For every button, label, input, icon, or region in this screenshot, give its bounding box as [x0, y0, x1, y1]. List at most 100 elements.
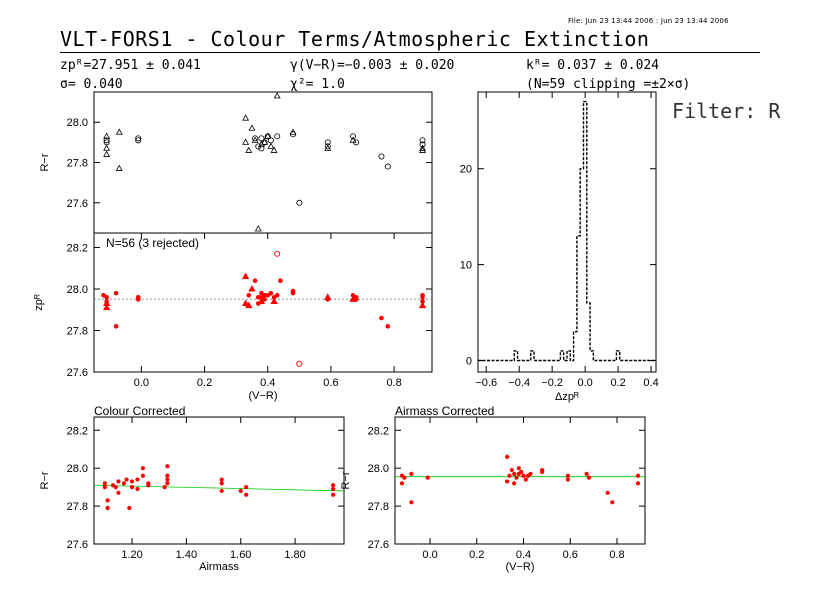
colour-corrected-point — [331, 492, 336, 497]
raw-circle-point — [353, 139, 360, 146]
zp-data-point — [278, 278, 283, 284]
airmass-corrected-point — [402, 475, 407, 480]
zp-triangle-point — [418, 301, 427, 309]
raw-circle-point — [252, 135, 259, 142]
colour-corrected-point — [219, 481, 224, 486]
x-tick-label: 0.4 — [643, 377, 658, 389]
airmass-corrected-point — [516, 466, 521, 471]
raw-triangle-point — [103, 150, 111, 157]
raw-circle-point — [103, 137, 110, 144]
raw-triangle-point — [270, 146, 278, 153]
y-tick-label: 27.8 — [368, 501, 389, 513]
raw-circle-point — [378, 153, 385, 160]
raw-triangle-point — [248, 124, 256, 131]
x-tick-label: −0.6 — [475, 377, 497, 389]
raw-circle-point — [258, 145, 265, 152]
zp-data-point — [262, 292, 267, 298]
raw-triangle-point — [273, 92, 281, 99]
x-tick-label: 0.6 — [323, 377, 338, 389]
y-tick-label: 27.8 — [67, 326, 88, 338]
y-tick-label: 28.2 — [67, 425, 88, 437]
colour-corrected-frame — [93, 416, 345, 545]
colour-corrected-point — [165, 473, 170, 478]
colour-corrected-point — [219, 477, 224, 482]
colour-corrected-point — [140, 466, 146, 471]
raw-triangle-point — [419, 144, 427, 151]
zp-data-point — [385, 324, 391, 329]
raw-triangle-point — [242, 114, 250, 121]
raw-triangle-point — [261, 138, 269, 145]
zp-panel-frame — [93, 232, 433, 373]
colour-corrected-xlabel: Airmass — [199, 561, 239, 573]
zp-data-point — [290, 290, 296, 296]
raw-triangle-point — [115, 128, 123, 135]
airmass-corrected-point — [514, 475, 519, 480]
airmass-corrected-label: Airmass Corrected — [395, 404, 495, 418]
airmass-corrected-point — [512, 471, 517, 476]
raw-circle-point — [255, 143, 262, 150]
colour-corrected-point — [238, 488, 243, 494]
airmass-corrected-point — [584, 471, 589, 476]
zp-triangle-point — [245, 301, 253, 309]
colour-corrected-point — [105, 498, 110, 503]
zp-data-point — [274, 292, 280, 298]
hist-xlabel: Δzpᴿ — [555, 391, 579, 403]
airmass-corrected-point — [509, 467, 514, 473]
x-tick-label: 1.80 — [284, 549, 305, 561]
colour-corrected-point — [331, 483, 336, 488]
colour-corrected-ylabel: R−r — [39, 471, 51, 489]
colour-corrected-label: Colour Corrected — [94, 404, 186, 418]
hist-panel-frame — [477, 91, 657, 373]
airmass-corrected-point — [521, 473, 526, 478]
colour-corrected-point — [121, 481, 126, 486]
zp-data-point — [113, 290, 119, 296]
x-tick-label: 0.2 — [469, 549, 484, 561]
zp-data-point — [246, 292, 252, 298]
colour-corrected-point — [105, 505, 110, 511]
file-info: File: Jun 23 13:44 2006 : Jun 23 13:44 2… — [568, 17, 729, 25]
airmass-corrected-point — [425, 475, 430, 480]
y-tick-label: 0 — [466, 355, 472, 367]
y-tick-label: 27.6 — [368, 539, 389, 551]
raw-circle-point — [419, 141, 426, 148]
zp-rejected-point — [274, 250, 281, 257]
y-tick-label: 27.6 — [67, 539, 88, 551]
zp-data-point — [104, 295, 109, 300]
x-tick-label: 0.4 — [516, 549, 531, 561]
colour-corrected-point — [127, 505, 132, 511]
raw-triangle-point — [267, 142, 275, 149]
colour-corrected-point — [116, 490, 121, 495]
colour-corrected-point — [162, 485, 167, 490]
x-tick-label: 0.2 — [610, 377, 625, 389]
sigma-stat: σ= 0.040 — [60, 77, 123, 92]
raw-circle-point — [135, 137, 142, 144]
airmass-corrected-point — [635, 473, 641, 478]
airmass-corrected-point — [505, 479, 510, 484]
zp-data-point — [255, 295, 261, 300]
airmass-corrected-xlabel: (V−R) — [505, 561, 534, 573]
airmass-corrected-frame — [394, 416, 646, 545]
zp-data-point — [420, 295, 425, 300]
clipping-stat: (N=59 clipping =±2×σ) — [526, 77, 691, 92]
colour-corrected-point — [129, 479, 135, 484]
airmass-corrected-point — [635, 481, 641, 486]
x-tick-label: 1.60 — [230, 549, 251, 561]
airmass-corrected-point — [565, 473, 570, 478]
raw-circle-point — [324, 143, 331, 150]
zp-data-point — [135, 297, 141, 302]
colour-corrected-point — [140, 473, 146, 478]
raw-circle-point — [324, 139, 331, 146]
extinction-stat: kᴿ= 0.037 ± 0.024 — [526, 58, 660, 73]
colour-corrected-point — [113, 485, 118, 490]
colour-corrected-point — [102, 485, 107, 490]
colour-corrected-fit-line — [93, 484, 345, 492]
raw-triangle-point — [257, 140, 265, 147]
y-tick-label: 28.2 — [368, 425, 389, 437]
raw-circle-point — [103, 139, 110, 146]
zp-triangle-point — [248, 284, 256, 292]
y-tick-label: 27.6 — [67, 198, 88, 210]
raw-circle-point — [290, 131, 297, 138]
zp-data-point — [379, 315, 384, 321]
x-tick-label: 0.4 — [260, 377, 275, 389]
